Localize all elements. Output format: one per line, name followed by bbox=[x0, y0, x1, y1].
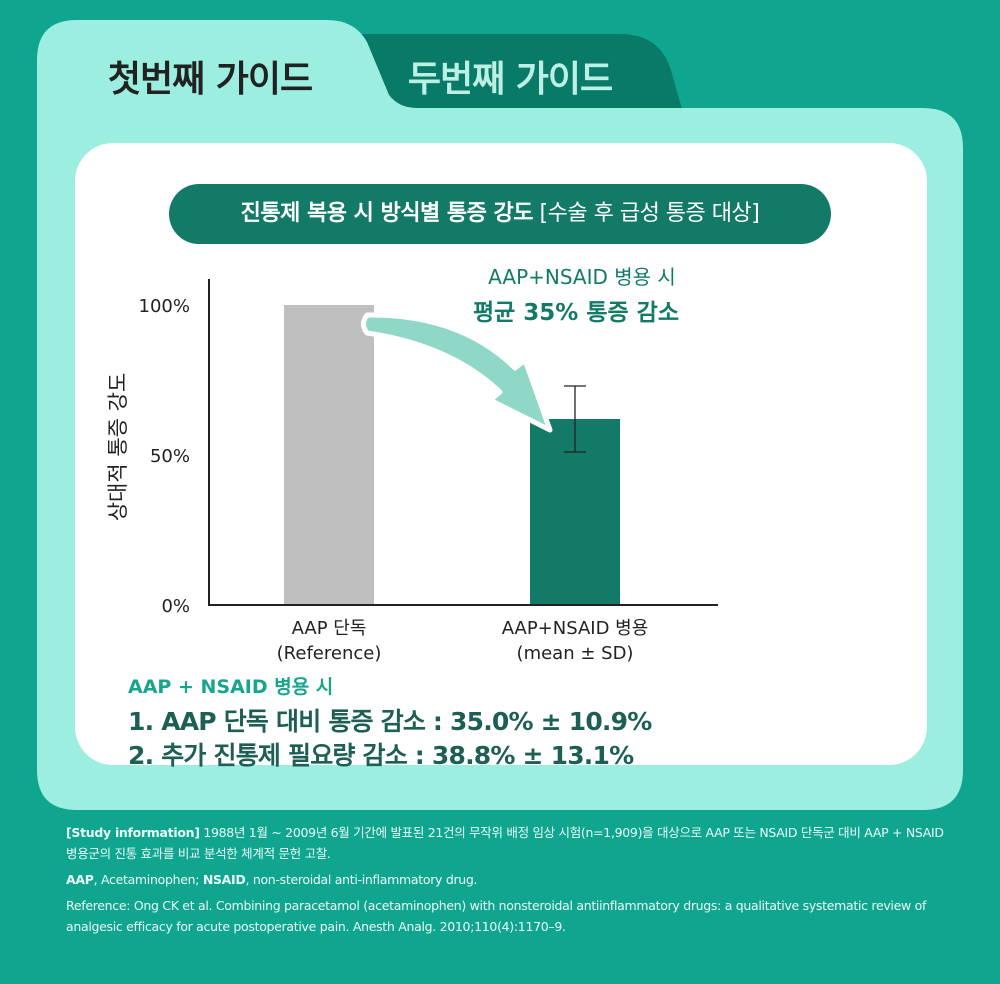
x-tick-sublabel: (Reference) bbox=[277, 643, 382, 664]
study-information-label: [Study information] bbox=[66, 825, 200, 840]
study-information-text: 1988년 1월 ~ 2009년 6월 기간에 발표된 21건의 무작위 배정 … bbox=[66, 825, 944, 861]
abbreviations: AAP, Acetaminophen; NSAID, non-steroidal… bbox=[66, 869, 946, 890]
tab-first-guide[interactable]: 첫번째 가이드 bbox=[107, 59, 313, 100]
abbr-aap-text: , Acetaminophen; bbox=[93, 872, 203, 887]
study-information: [Study information] 1988년 1월 ~ 2009년 6월 … bbox=[66, 822, 946, 864]
footnotes: [Study information] 1988년 1월 ~ 2009년 6월 … bbox=[66, 822, 946, 942]
abbr-nsaid-text: , non-steroidal anti-inflammatory drug. bbox=[245, 872, 478, 887]
abbr-nsaid: NSAID bbox=[202, 872, 246, 887]
summary-block: AAP + NSAID 병용 시 1. AAP 단독 대비 통증 감소 : 35… bbox=[128, 672, 828, 773]
summary-item-2: 2. 추가 진통제 필요량 감소 : 38.8% ± 13.1% bbox=[128, 741, 634, 770]
reference: Reference: Ong CK et al. Combining parac… bbox=[66, 898, 927, 934]
chart-title-main: 진통제 복용 시 방식별 통증 강도 bbox=[240, 201, 534, 226]
y-tick-label: 0% bbox=[161, 596, 190, 617]
chart-title-sub: [수술 후 급성 통증 대상] bbox=[539, 201, 760, 226]
y-tick-label: 50% bbox=[150, 446, 190, 467]
bar-1 bbox=[284, 305, 374, 605]
callout-line2: 평균 35% 통증 감소 bbox=[473, 300, 679, 326]
summary-item-1: 1. AAP 단독 대비 통증 감소 : 35.0% ± 10.9% bbox=[128, 707, 652, 736]
chart-title: 진통제 복용 시 방식별 통증 강도 [수술 후 급성 통증 대상] bbox=[169, 184, 831, 244]
tab-second-guide[interactable]: 두번째 가이드 bbox=[407, 59, 613, 100]
y-tick-label: 100% bbox=[139, 296, 190, 317]
x-tick-sublabel: (mean ± SD) bbox=[517, 643, 634, 664]
chart-card bbox=[75, 143, 927, 765]
callout-line1: AAP+NSAID 병용 시 bbox=[488, 265, 676, 289]
summary-heading: AAP + NSAID 병용 시 bbox=[128, 676, 334, 698]
abbr-aap: AAP bbox=[66, 872, 94, 887]
y-axis-label: 상대적 통증 강도 bbox=[106, 373, 130, 522]
x-tick-label: AAP+NSAID 병용 bbox=[502, 618, 649, 639]
error-bar-2 bbox=[564, 385, 586, 453]
x-tick-label: AAP 단독 bbox=[292, 618, 367, 639]
reduction-arrow bbox=[361, 312, 553, 433]
